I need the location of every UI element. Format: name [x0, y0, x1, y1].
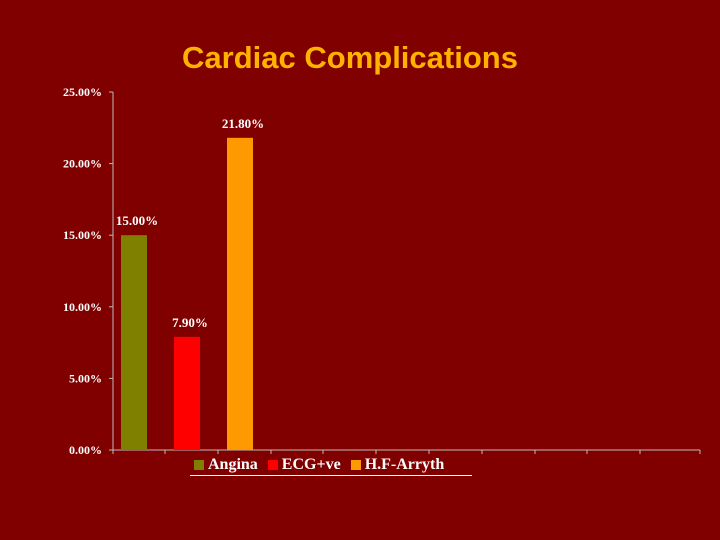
- bar-angina: [121, 235, 147, 450]
- legend-label: Angina: [208, 456, 258, 473]
- y-tick-label: 10.00%: [63, 300, 102, 314]
- y-tick-label: 0.00%: [69, 443, 102, 457]
- legend-item: H.F-Arryth: [350, 456, 445, 474]
- y-tick-label: 15.00%: [63, 228, 102, 242]
- data-label: 7.90%: [172, 315, 208, 330]
- legend-label: H.F-Arryth: [364, 456, 445, 473]
- bar-ecg-ve: [174, 336, 200, 450]
- y-tick-label: 20.00%: [63, 157, 102, 171]
- chart-title: Cardiac Complications: [182, 40, 518, 75]
- y-tick-label: 5.00%: [69, 371, 102, 385]
- data-label: 15.00%: [116, 213, 158, 228]
- legend-item: ECG+ve: [267, 456, 341, 474]
- legend-swatch: [267, 460, 278, 470]
- legend-label: ECG+ve: [281, 456, 341, 473]
- y-tick-label: 25.00%: [63, 85, 102, 99]
- legend-item: Angina: [194, 456, 258, 474]
- bar-h-f-arryth: [227, 137, 253, 450]
- data-label: 21.80%: [222, 116, 264, 131]
- legend-swatch: [194, 460, 204, 470]
- chart-legend: Angina ECG+ve H.F-Arryth: [190, 455, 472, 476]
- legend-swatch: [350, 460, 361, 470]
